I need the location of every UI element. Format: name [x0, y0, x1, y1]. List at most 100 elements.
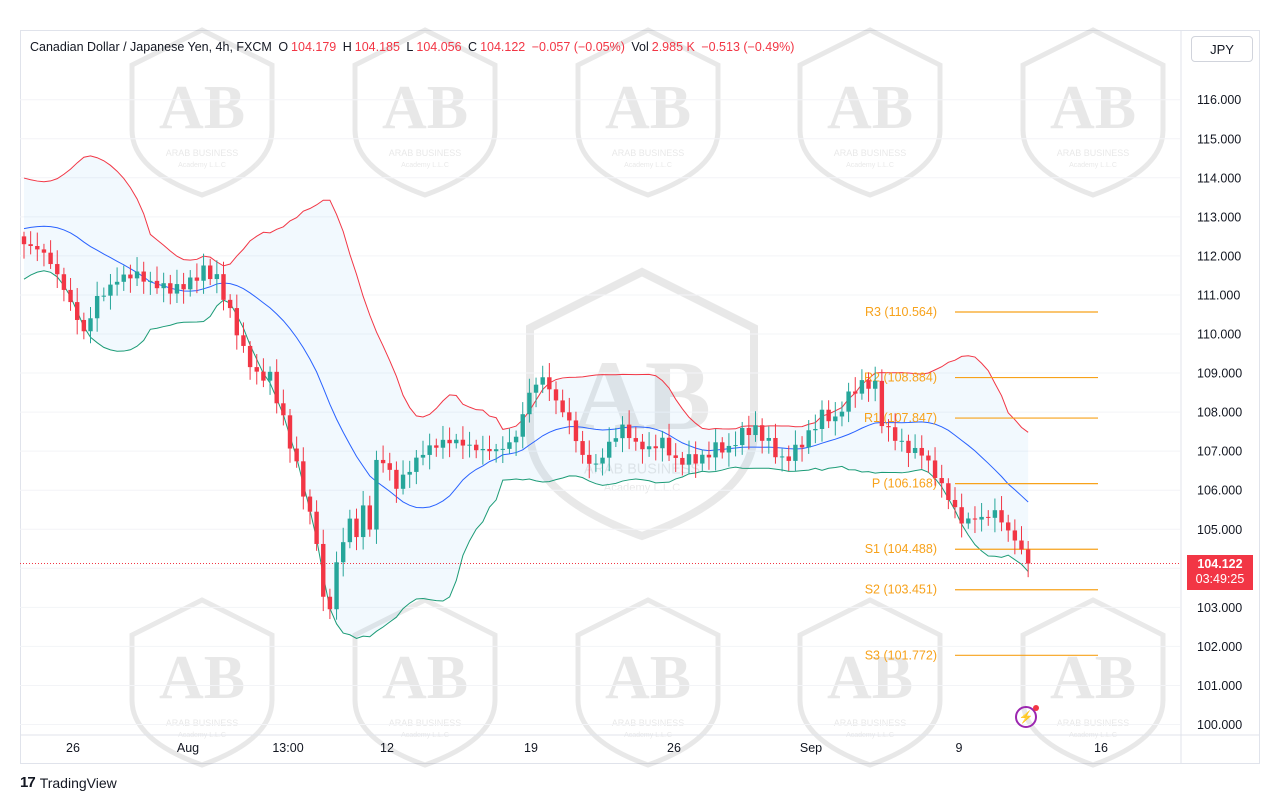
candle-body	[753, 425, 758, 436]
y-tick-label: 105.000	[1197, 523, 1242, 537]
candle-body	[833, 416, 838, 422]
x-tick-label: 9	[956, 741, 963, 755]
y-tick-label: 110.000	[1197, 328, 1241, 342]
candle-body	[853, 391, 858, 394]
candle-body	[607, 441, 612, 458]
candle-body	[766, 437, 771, 441]
candle-body	[819, 409, 825, 429]
footer: 17 TradingView	[20, 774, 117, 791]
lower-band-line	[23, 270, 1029, 640]
candle-body	[972, 518, 978, 520]
candle-body	[440, 439, 446, 448]
pivot-label: S1 (104.488)	[865, 542, 937, 556]
candle-body	[653, 446, 658, 449]
high-value: 104.185	[354, 40, 400, 54]
candle-body	[527, 392, 532, 415]
y-tick-label: 103.000	[1197, 601, 1242, 615]
pivot-label: S2 (103.451)	[865, 583, 937, 597]
candle-body	[939, 478, 944, 484]
watermark-monogram: AB	[159, 74, 245, 142]
candle-body	[487, 448, 492, 452]
candle-body	[467, 444, 472, 446]
watermark-text: ARAB BUSINESS	[166, 718, 239, 728]
watermark-shield-icon	[797, 27, 943, 198]
candle-body	[1019, 540, 1024, 550]
candle-body	[414, 457, 419, 472]
brand-name: TradingView	[39, 774, 117, 791]
candle-body	[474, 444, 479, 451]
candle-body	[706, 454, 712, 458]
candle-body	[759, 425, 765, 441]
candle-body	[134, 271, 140, 279]
candle-body	[75, 302, 80, 320]
candle-body	[114, 281, 120, 285]
watermark-text: ARAB BUSINESS	[1057, 718, 1130, 728]
band-fill	[24, 155, 1029, 639]
candle-body	[81, 319, 87, 332]
lightning-icon[interactable]: ⚡	[1015, 705, 1039, 728]
watermark-monogram: AB	[1050, 74, 1136, 142]
candle-body	[520, 414, 525, 437]
candle-body	[420, 454, 426, 458]
watermark-text: ARAB BUSINESS	[389, 718, 462, 728]
candle-body	[234, 308, 239, 336]
candle-body	[454, 439, 459, 444]
x-tick-label: 26	[667, 741, 681, 755]
candle-body	[660, 437, 665, 449]
pivot-points: R3 (110.564)R2 (108.884)R1 (107.847)P (1…	[20, 305, 1180, 662]
candle-body	[347, 518, 353, 543]
candle-body	[839, 411, 845, 417]
candle-body	[394, 469, 399, 489]
candle-body	[128, 274, 133, 279]
candle-body	[513, 436, 519, 443]
candle-body	[560, 400, 565, 413]
candle-body	[959, 507, 964, 524]
candle-body	[28, 244, 33, 247]
candle-body	[174, 284, 180, 294]
candle-body	[154, 280, 160, 289]
candle-body	[912, 447, 918, 453]
candle-body	[540, 377, 545, 385]
candle-body	[640, 441, 645, 450]
candle-body	[673, 455, 678, 458]
candle-body	[979, 516, 984, 520]
candle-body	[480, 448, 486, 451]
candle-body	[899, 440, 904, 442]
candle-body	[261, 371, 266, 381]
y-tick-label: 106.000	[1197, 484, 1242, 498]
candle-body	[746, 428, 752, 436]
y-tick-label: 101.000	[1197, 679, 1242, 693]
volume-change: −0.513 (−0.49%)	[701, 40, 795, 54]
candle-body	[55, 264, 60, 275]
candle-body	[813, 428, 818, 431]
y-tick-label: 116.000	[1197, 93, 1241, 107]
watermark-text: ARAB BUSINESS	[612, 718, 685, 728]
watermark-shield-icon	[352, 27, 498, 198]
watermark-subtext: Academy L.L.C	[846, 162, 894, 169]
x-tick-label: 12	[380, 741, 394, 755]
candle-body	[254, 367, 259, 372]
watermark-monogram: AB	[382, 74, 468, 142]
candle-body	[1012, 530, 1018, 541]
candle-body	[1006, 522, 1011, 531]
candle-body	[68, 289, 73, 303]
watermark-monogram: AB	[573, 342, 711, 451]
candle-body	[301, 461, 306, 497]
candle-body	[859, 380, 865, 394]
candle-body	[1025, 549, 1031, 564]
watermark-monogram: AB	[605, 644, 691, 712]
candle-body	[906, 440, 911, 453]
watermark-subtext: Academy L.L.C	[178, 162, 226, 169]
candle-body	[121, 274, 126, 282]
bar-countdown: 03:49:25	[1195, 572, 1245, 586]
candle-body	[507, 442, 512, 449]
currency-button[interactable]: JPY	[1191, 36, 1253, 62]
candle-body	[307, 496, 313, 512]
candle-body	[633, 438, 638, 442]
x-tick-label: Sep	[800, 741, 822, 755]
watermark-text: ARAB BUSINESS	[834, 718, 907, 728]
y-tick-label: 102.000	[1197, 640, 1242, 654]
